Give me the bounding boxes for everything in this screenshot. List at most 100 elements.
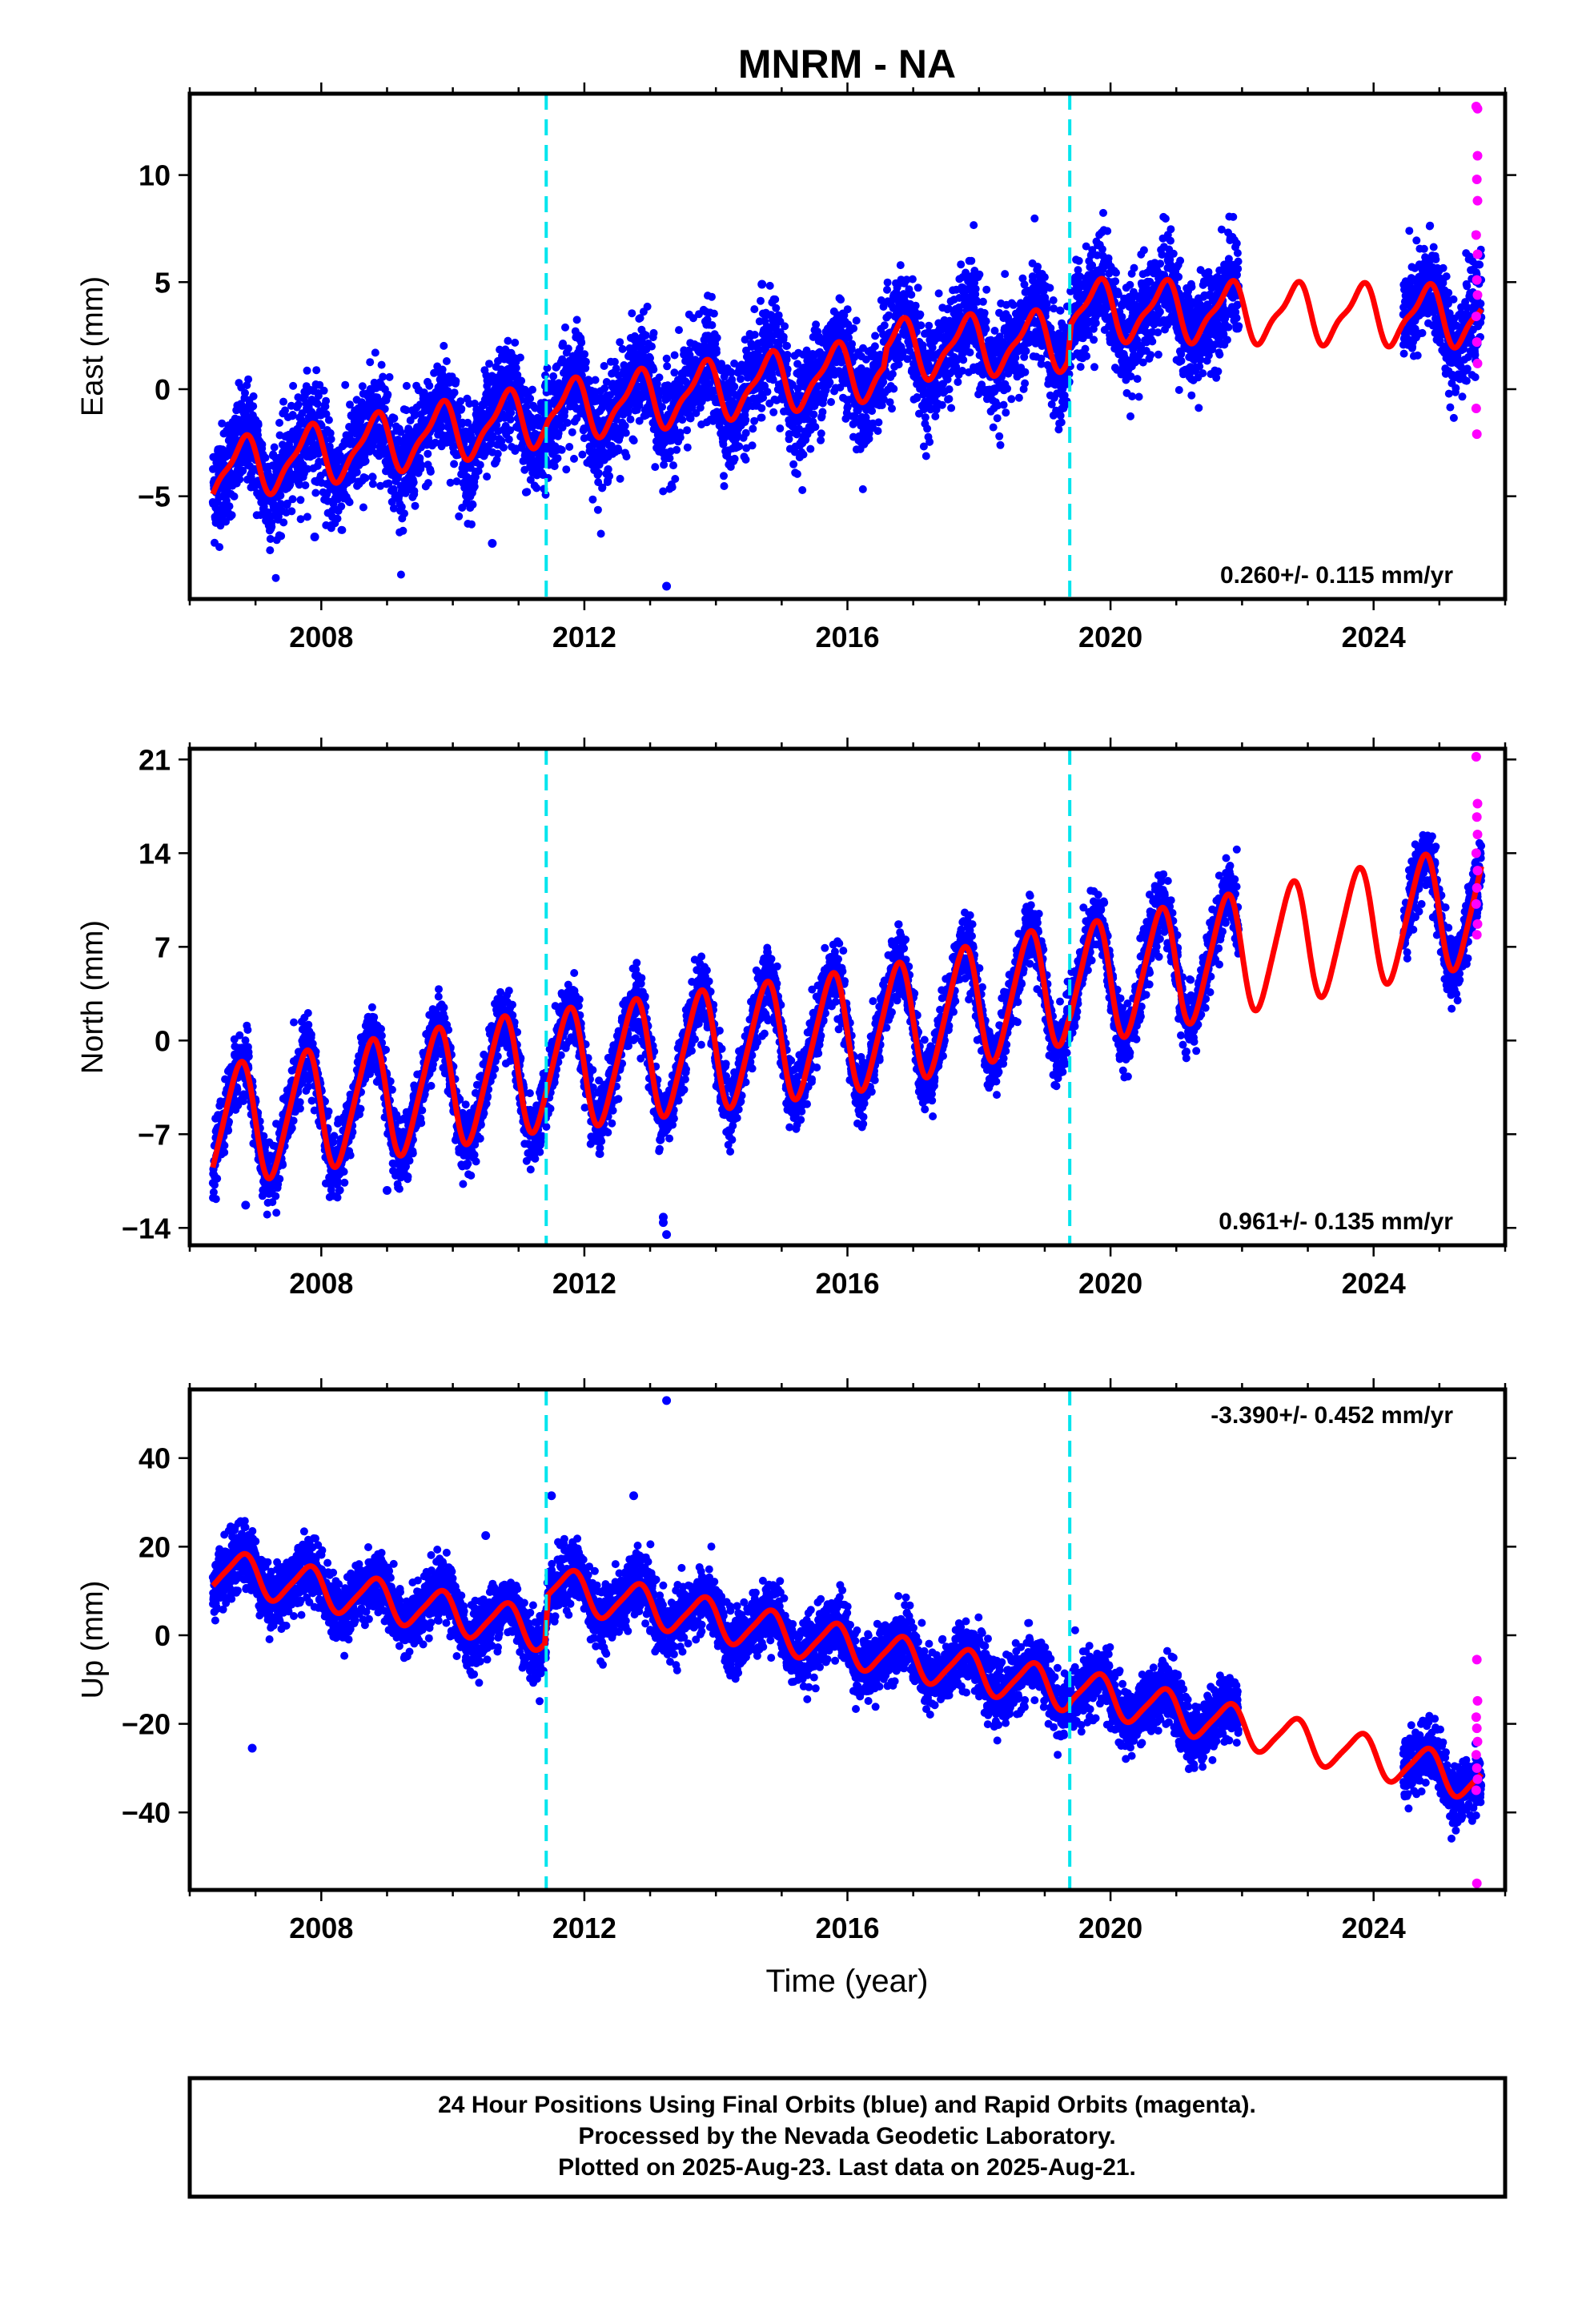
- final-orbit-point: [954, 378, 962, 386]
- final-orbit-point: [883, 285, 891, 294]
- final-orbit-point: [957, 260, 966, 269]
- final-orbit-point: [783, 341, 791, 350]
- final-orbit-point: [871, 332, 880, 340]
- final-orbit-point: [628, 309, 636, 318]
- final-orbit-point: [254, 420, 263, 429]
- final-orbit-point: [978, 297, 987, 306]
- final-orbit-point: [1021, 379, 1030, 388]
- final-orbit-point: [827, 398, 835, 406]
- final-orbit-point: [989, 423, 998, 432]
- final-orbit-point: [870, 342, 879, 351]
- final-orbit-point: [1099, 208, 1107, 217]
- final-orbit-point: [554, 429, 563, 437]
- final-orbit-point: [757, 404, 766, 412]
- final-orbit-point: [750, 416, 759, 425]
- final-orbit-point: [720, 472, 728, 480]
- final-orbit-point: [783, 351, 792, 359]
- final-orbit-point: [1090, 363, 1098, 372]
- final-orbit-point: [598, 483, 607, 492]
- final-orbit-point: [730, 454, 739, 463]
- final-orbit-point: [553, 454, 562, 463]
- final-orbit-point: [570, 454, 578, 463]
- final-orbit-point: [606, 391, 614, 400]
- final-orbit-point: [338, 525, 347, 534]
- final-orbit-point: [345, 498, 354, 507]
- final-orbit-point: [496, 365, 505, 374]
- final-orbit-point: [504, 435, 513, 444]
- final-orbit-point: [809, 410, 818, 419]
- final-orbit-point: [741, 428, 750, 437]
- final-orbit-point: [669, 461, 677, 470]
- final-orbit-point: [849, 324, 858, 333]
- final-orbit-point: [750, 305, 759, 314]
- final-orbit-point: [737, 375, 745, 384]
- final-orbit-point: [852, 316, 861, 325]
- final-orbit-point: [296, 496, 305, 505]
- final-orbit-point: [384, 479, 393, 488]
- final-orbit-point: [244, 375, 253, 384]
- final-orbit-point: [799, 450, 808, 459]
- final-orbit-point: [492, 456, 501, 464]
- plot-area: [208, 94, 1486, 599]
- final-orbit-point: [561, 323, 569, 332]
- final-orbit-point: [557, 445, 566, 454]
- final-orbit-point: [562, 465, 571, 474]
- final-orbit-point: [1056, 306, 1065, 315]
- final-orbit-point: [1104, 254, 1113, 263]
- final-orbit-point: [301, 481, 310, 489]
- final-orbit-point: [913, 283, 922, 292]
- final-orbit-point: [493, 449, 502, 458]
- final-orbit-point: [225, 502, 234, 511]
- final-orbit-point: [588, 495, 597, 504]
- final-orbit-point: [488, 432, 497, 440]
- final-orbit-point: [646, 354, 654, 363]
- final-orbit-point: [1057, 418, 1066, 427]
- final-orbit-point: [996, 440, 1005, 449]
- final-orbit-point: [402, 381, 411, 390]
- final-orbit-point: [313, 400, 322, 408]
- final-orbit-point: [610, 357, 619, 366]
- final-orbit-point: [975, 270, 984, 279]
- final-orbit-point: [713, 348, 721, 357]
- final-orbit-point: [1021, 368, 1030, 376]
- final-orbit-point: [450, 460, 459, 468]
- final-orbit-point: [750, 331, 759, 339]
- final-orbit-point: [400, 509, 408, 518]
- final-orbit-point: [396, 570, 405, 579]
- final-orbit-point: [1001, 270, 1010, 279]
- final-orbit-point: [982, 317, 990, 326]
- final-orbit-point: [359, 503, 367, 512]
- final-orbit-point: [921, 452, 930, 460]
- final-orbit-point: [397, 502, 406, 511]
- final-orbit-point: [769, 408, 778, 416]
- final-orbit-point: [779, 332, 788, 341]
- final-orbit-point: [670, 368, 679, 377]
- final-orbit-point: [811, 423, 820, 432]
- final-orbit-point: [793, 469, 801, 478]
- final-orbit-point: [772, 304, 781, 312]
- final-orbit-point: [925, 321, 934, 330]
- final-orbit-point: [817, 429, 825, 438]
- final-orbit-point: [668, 483, 677, 492]
- final-orbit-point: [399, 526, 408, 535]
- final-orbit-point: [660, 460, 669, 469]
- final-orbit-point: [648, 342, 656, 351]
- final-orbit-point: [896, 261, 905, 270]
- final-orbit-point: [889, 384, 898, 393]
- final-orbit-point: [980, 308, 989, 317]
- final-orbit-point: [450, 388, 459, 397]
- final-orbit-point: [918, 341, 927, 350]
- final-orbit-point: [410, 411, 419, 420]
- final-orbit-point: [1090, 336, 1098, 344]
- final-orbit-point: [361, 456, 370, 465]
- final-orbit-point: [1007, 395, 1016, 404]
- final-orbit-point: [671, 475, 680, 483]
- final-orbit-point: [322, 396, 331, 405]
- final-orbit-point: [279, 397, 287, 406]
- final-orbit-point: [431, 438, 440, 447]
- final-orbit-point: [1002, 408, 1010, 417]
- final-orbit-point: [581, 357, 590, 366]
- final-orbit-point: [605, 472, 614, 480]
- final-orbit-point: [771, 295, 780, 304]
